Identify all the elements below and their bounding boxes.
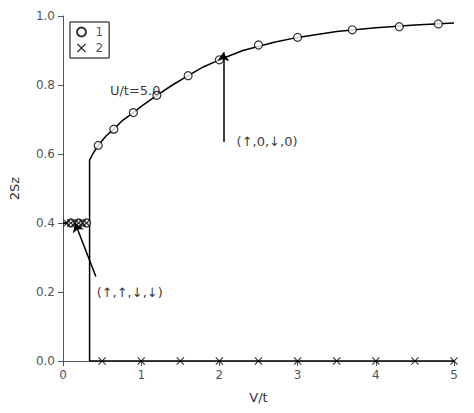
- svg-text:2: 2: [216, 368, 224, 382]
- svg-text:0: 0: [59, 368, 67, 382]
- svg-text:1.0: 1.0: [36, 9, 55, 23]
- svg-text:U/t=5.0: U/t=5.0: [110, 83, 161, 98]
- svg-text:V/t: V/t: [249, 390, 267, 405]
- svg-text:1: 1: [96, 25, 104, 39]
- svg-text:3: 3: [294, 368, 302, 382]
- svg-text:0.4: 0.4: [36, 216, 55, 230]
- svg-text:1: 1: [137, 368, 145, 382]
- svg-text:0.6: 0.6: [36, 147, 55, 161]
- svg-text:2Sz: 2Sz: [7, 177, 22, 201]
- svg-text:(↑,↑,↓,↓): (↑,↑,↓,↓): [97, 285, 163, 300]
- svg-text:2: 2: [96, 41, 104, 55]
- svg-text:(↑,0,↓,0): (↑,0,↓,0): [237, 134, 298, 149]
- svg-text:5: 5: [450, 368, 458, 382]
- svg-text:0.2: 0.2: [36, 285, 55, 299]
- svg-text:0.8: 0.8: [36, 78, 55, 92]
- svg-text:0.0: 0.0: [36, 354, 55, 368]
- svg-text:4: 4: [372, 368, 380, 382]
